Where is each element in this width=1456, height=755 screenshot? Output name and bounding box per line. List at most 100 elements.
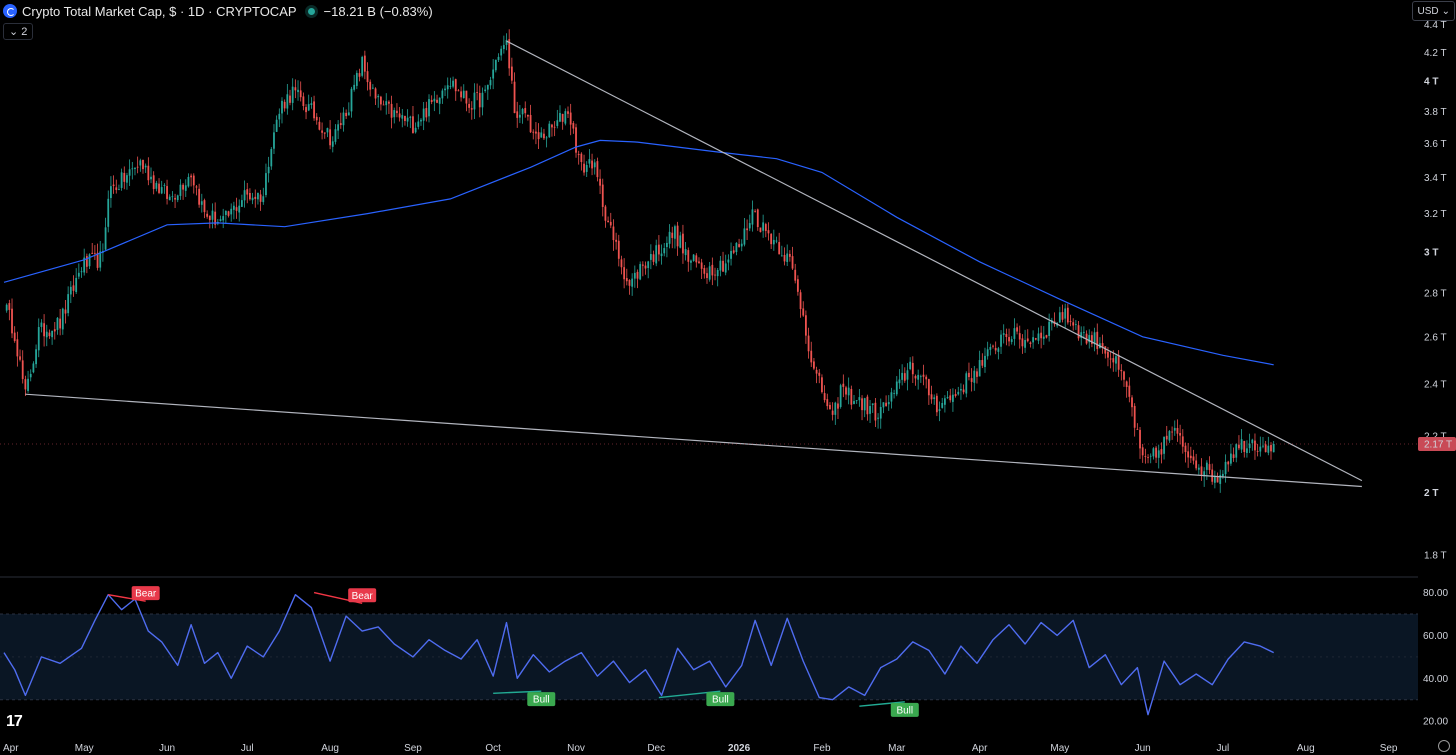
candle — [1189, 455, 1192, 459]
candles — [5, 29, 1275, 493]
candle — [965, 373, 968, 394]
candle — [155, 182, 158, 189]
candle — [941, 402, 944, 408]
candle — [588, 159, 591, 164]
candle — [1246, 448, 1248, 453]
price-axis-tick: 3 T — [1424, 247, 1438, 258]
candle — [481, 92, 484, 108]
candle — [1091, 335, 1093, 344]
candle — [1264, 444, 1267, 453]
candle — [358, 73, 361, 77]
candle — [735, 242, 738, 253]
candle — [893, 393, 896, 394]
candle — [104, 227, 107, 250]
candle — [1117, 354, 1120, 370]
candle — [265, 173, 267, 196]
candle — [331, 141, 334, 147]
candle — [663, 248, 666, 254]
candle — [275, 119, 278, 132]
candle — [334, 129, 337, 142]
candle — [75, 277, 78, 293]
gear-icon[interactable] — [1438, 740, 1450, 752]
candle — [551, 124, 553, 128]
candle — [1181, 436, 1184, 447]
chevron-down-icon: ⌄ — [1441, 5, 1450, 17]
candle — [195, 186, 198, 188]
time-axis-tick: Dec — [647, 743, 665, 754]
price-axis-tick: 2.8 T — [1424, 288, 1447, 299]
indicators-collapse-button[interactable]: ⌄ 2 — [3, 23, 34, 40]
candle — [527, 114, 529, 117]
candle — [625, 278, 628, 282]
candle — [553, 126, 556, 128]
price-axis-tick: 1.8 T — [1424, 550, 1447, 561]
candle — [671, 232, 674, 238]
candle — [273, 132, 275, 149]
candle — [869, 406, 871, 414]
candle — [837, 403, 839, 409]
symbol-title[interactable]: Crypto Total Market Cap, $ · 1D · CRYPTO… — [22, 3, 297, 19]
candle — [847, 387, 850, 396]
tradingview-logo-icon[interactable]: 17 — [6, 713, 23, 730]
candle — [112, 184, 115, 187]
candle — [414, 127, 417, 133]
candle — [1165, 435, 1168, 440]
candle — [1256, 451, 1259, 452]
candle — [569, 112, 572, 125]
candle — [537, 132, 540, 140]
candle — [259, 194, 262, 202]
candle — [321, 130, 323, 133]
time-axis-tick: Sep — [404, 743, 422, 754]
candle — [227, 211, 230, 216]
candle — [788, 253, 791, 257]
candle — [1048, 321, 1051, 336]
candle — [1002, 333, 1005, 335]
time-axis-tick: Nov — [567, 743, 585, 754]
candle — [821, 377, 823, 393]
candle — [433, 98, 436, 102]
candle — [1232, 454, 1235, 458]
candle — [914, 375, 917, 379]
candle — [1016, 327, 1018, 332]
candle — [1021, 338, 1024, 347]
price-axis-tick: 4.4 T — [1424, 20, 1447, 31]
candle — [374, 88, 377, 99]
candle — [548, 123, 551, 138]
candle — [494, 59, 497, 71]
candle — [724, 263, 727, 273]
candle — [396, 110, 398, 114]
candle — [77, 272, 80, 277]
candle — [59, 318, 62, 329]
candle — [417, 121, 420, 127]
candle — [313, 101, 315, 119]
time-axis-tick: Aug — [1297, 743, 1315, 754]
rsi-axis-tick: 20.00 — [1423, 717, 1448, 728]
candle — [230, 208, 233, 215]
time-axis-tick: Feb — [813, 743, 831, 754]
candle — [545, 137, 548, 139]
time-axis-tick: May — [1050, 743, 1069, 754]
candle — [620, 259, 623, 268]
candle — [866, 396, 869, 415]
candle — [786, 253, 789, 262]
currency-selector[interactable]: USD ⌄ — [1412, 1, 1455, 21]
candle — [1061, 312, 1064, 320]
candle — [1069, 321, 1072, 322]
candle — [61, 308, 64, 330]
candle — [575, 127, 577, 153]
candle — [1208, 464, 1211, 471]
candle — [1029, 342, 1032, 345]
candle — [1168, 431, 1171, 441]
candle — [243, 190, 246, 201]
rsi-axis-tick: 80.00 — [1423, 588, 1448, 599]
price-axis-tick: 4.2 T — [1424, 48, 1447, 59]
candle — [740, 243, 743, 247]
candle — [37, 327, 40, 351]
divergence-line — [859, 701, 905, 707]
candle — [716, 270, 719, 277]
candle — [607, 220, 609, 223]
candle — [1010, 339, 1013, 342]
candle — [267, 166, 270, 174]
candle — [636, 271, 639, 279]
